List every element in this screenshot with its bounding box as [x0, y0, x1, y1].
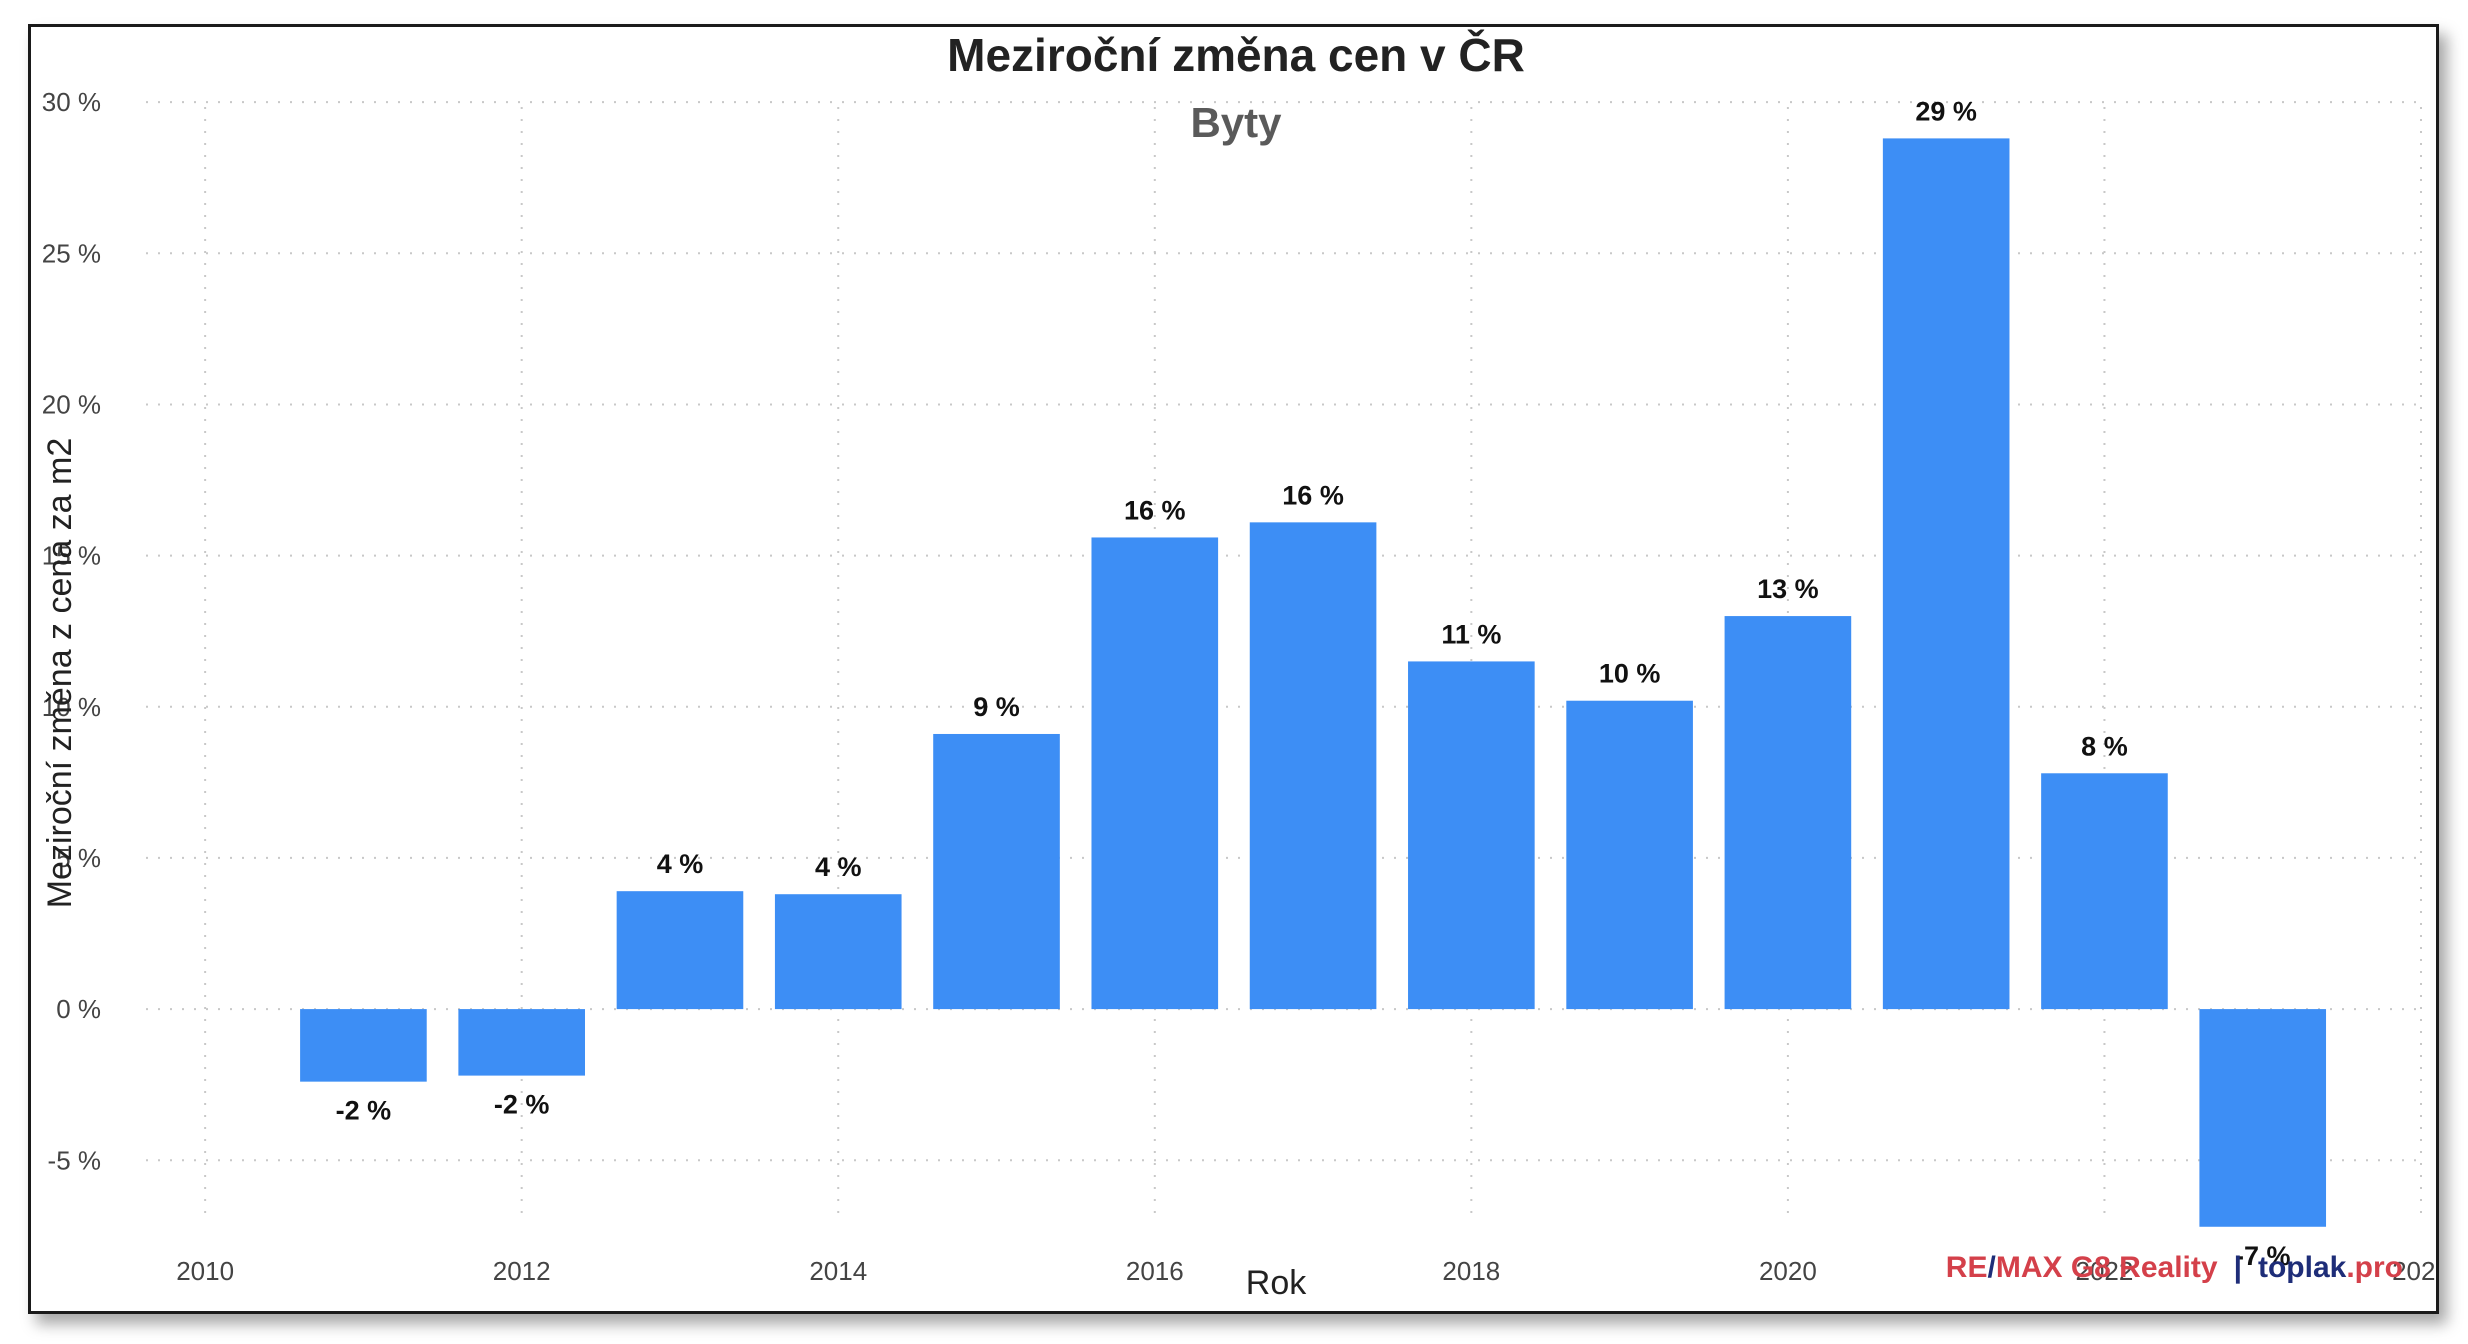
- bar-2015: [933, 733, 1060, 1010]
- bar-2020: [1724, 616, 1852, 1010]
- bar-2014: [774, 894, 902, 1010]
- y-tick-label: 25 %: [42, 238, 101, 268]
- chart-title: Meziroční změna cen v ČR: [947, 29, 1525, 81]
- bar-2022: [2041, 773, 2168, 1010]
- bar-value-label: 8 %: [2081, 731, 2128, 761]
- bar-value-label: -2 %: [336, 1096, 392, 1126]
- y-tick-label: 30 %: [42, 87, 101, 117]
- bar-value-label: 4 %: [815, 852, 862, 882]
- credit-remax-re: RE: [1946, 1251, 1988, 1284]
- bar-2019: [1566, 700, 1693, 1010]
- y-tick-label: -5 %: [48, 1145, 101, 1175]
- x-tick-label: 2018: [1442, 1256, 1500, 1286]
- credit-toplak: toplak: [2258, 1251, 2347, 1284]
- bar-2016: [1091, 537, 1219, 1010]
- y-tick-label: 5 %: [56, 843, 101, 873]
- bar-value-label: 4 %: [657, 849, 704, 879]
- x-tick-label: 2024: [2392, 1256, 2436, 1286]
- x-tick-label: 2020: [1759, 1256, 1817, 1286]
- bar-2012: [458, 1009, 585, 1076]
- bar-2023: [2199, 1009, 2327, 1227]
- y-axis-ticks: 30 % 25 % 20 % 15 % 10 % 5 % 0 % -5 %: [42, 87, 101, 1175]
- credit-pro: .pro: [2346, 1251, 2403, 1284]
- bar-2018: [1408, 661, 1535, 1010]
- bars: [300, 138, 2327, 1227]
- bar-2011: [300, 1009, 427, 1082]
- y-axis-label: Meziroční změna z cena za m2: [41, 438, 79, 909]
- credit-separator: |: [2234, 1251, 2242, 1284]
- x-axis-label: Rok: [1246, 1264, 1307, 1302]
- y-tick-label: 20 %: [42, 389, 101, 419]
- chart-frame: Meziroční změna cen v ČR Byty -2 % -2 % 4 …: [28, 24, 2439, 1314]
- bar-2021: [1882, 138, 2010, 1010]
- x-tick-label: 2014: [809, 1256, 867, 1286]
- y-tick-label: 15 %: [42, 541, 101, 571]
- credit-slash: /: [1987, 1251, 1996, 1284]
- x-tick-label: 2016: [1126, 1256, 1184, 1286]
- bar-chart: Meziroční změna cen v ČR Byty -2 % -2 % 4 …: [41, 29, 2436, 1302]
- x-tick-label: 2022: [2076, 1256, 2134, 1286]
- bar-value-label: 10 %: [1599, 659, 1661, 689]
- y-tick-label: 10 %: [42, 692, 101, 722]
- bar-2017: [1249, 522, 1377, 1010]
- x-tick-label: 2010: [176, 1256, 234, 1286]
- bar-value-label: 29 %: [1915, 96, 1977, 126]
- bar-2013: [616, 891, 744, 1010]
- x-tick-label: 2012: [493, 1256, 551, 1286]
- bar-value-label: 16 %: [1124, 495, 1186, 525]
- bar-value-label: 11 %: [1441, 619, 1501, 649]
- bar-value-label: 13 %: [1757, 574, 1819, 604]
- credit-remax-name: MAX G8 Reality: [1996, 1251, 2218, 1284]
- y-tick-label: 0 %: [56, 994, 101, 1024]
- chart-subtitle: Byty: [1190, 99, 1282, 146]
- credit-text: RE/MAX G8 Reality | toplak.pro: [1946, 1251, 2403, 1284]
- data-labels: -2 % -2 % 4 % 4 % 9 % 16 % 16 % 11 % 10 % 13 % 29 …: [336, 96, 2291, 1270]
- bar-value-label: -7 %: [2235, 1241, 2291, 1271]
- x-axis-ticks: 2010 2012 2014 2016 2018 2020 2022 2024: [176, 1256, 2436, 1286]
- bar-value-label: 9 %: [973, 692, 1020, 722]
- bar-value-label: -2 %: [494, 1090, 550, 1120]
- bar-value-label: 16 %: [1282, 480, 1344, 510]
